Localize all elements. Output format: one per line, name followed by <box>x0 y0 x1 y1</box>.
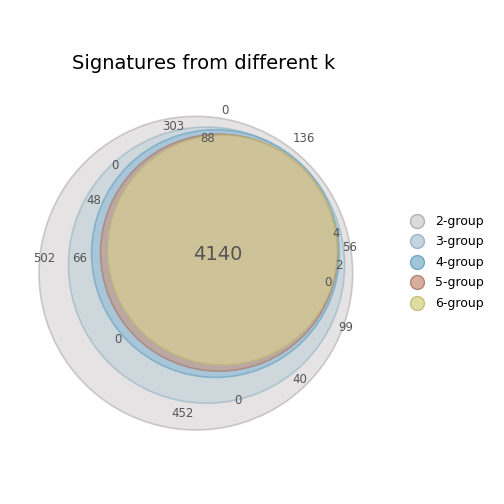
Text: 0: 0 <box>114 334 122 346</box>
Circle shape <box>108 135 338 365</box>
Text: 0: 0 <box>111 159 118 172</box>
Text: 40: 40 <box>293 372 307 386</box>
Text: 0: 0 <box>234 394 241 407</box>
Legend: 2-group, 3-group, 4-group, 5-group, 6-group: 2-group, 3-group, 4-group, 5-group, 6-gr… <box>399 210 489 315</box>
Text: 66: 66 <box>73 251 88 265</box>
Text: 4: 4 <box>333 227 340 239</box>
Text: 452: 452 <box>171 407 194 420</box>
Text: 303: 303 <box>162 119 184 133</box>
Circle shape <box>100 134 338 371</box>
Text: 0: 0 <box>324 277 332 289</box>
Circle shape <box>39 116 353 430</box>
Text: 0: 0 <box>222 104 229 116</box>
Text: 48: 48 <box>86 195 101 208</box>
Circle shape <box>92 130 339 377</box>
Text: 56: 56 <box>342 241 356 254</box>
Text: 2: 2 <box>336 259 343 272</box>
Text: 136: 136 <box>292 132 315 145</box>
Circle shape <box>69 127 345 403</box>
Title: Signatures from different k: Signatures from different k <box>72 54 336 73</box>
Text: 88: 88 <box>200 132 215 145</box>
Text: 99: 99 <box>338 321 353 334</box>
Text: 4140: 4140 <box>194 245 243 264</box>
Text: 502: 502 <box>33 251 55 265</box>
